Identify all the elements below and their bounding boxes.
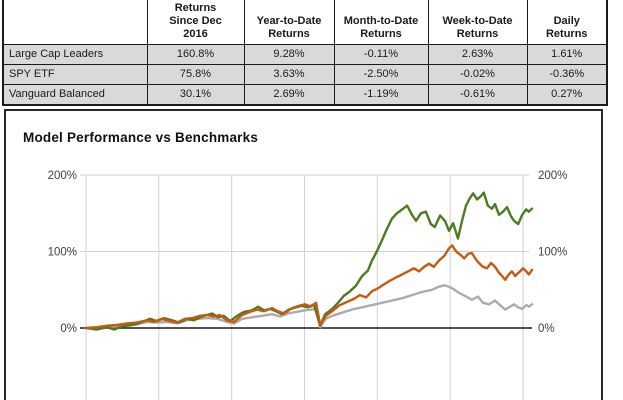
value-cell: 2.63% (427, 43, 528, 65)
returns-table: Returns Since Dec 2016 Year-to-Date Retur… (2, 0, 608, 106)
value-cell: -0.36% (526, 63, 608, 85)
row-label: SPY ETF (2, 63, 148, 85)
row-label: Large Cap Leaders (2, 43, 148, 65)
row-label: Vanguard Balanced (2, 83, 148, 105)
value-cell: -0.11% (333, 43, 429, 65)
value-cell: -0.61% (427, 83, 528, 105)
header-row: Returns Since Dec 2016 Year-to-Date Retur… (2, 0, 608, 45)
y-axis-tick-left: 0% (60, 323, 77, 335)
column-header: Year-to-Date Returns (243, 0, 335, 45)
corner-header-cell (2, 0, 148, 45)
value-cell: 2.69% (243, 83, 335, 105)
column-header: Week-to-Date Returns (427, 0, 528, 45)
y-axis-tick-right: 200% (538, 170, 567, 182)
table-row: SPY ETF 75.8% 3.63% -2.50% -0.02% -0.36% (2, 63, 608, 85)
returns-table-wrapper: Returns Since Dec 2016 Year-to-Date Retur… (2, 0, 608, 106)
value-cell: -1.19% (333, 83, 429, 105)
value-cell: -2.50% (333, 63, 429, 85)
performance-line-chart: 200% 100% 0% 200% 100% 0% (48, 170, 567, 400)
series-line-spy-etf (84, 244, 534, 330)
returns-table-body: Large Cap Leaders 160.8% 9.28% -0.11% 2.63% 1… (2, 43, 608, 105)
y-axis-tick-right: 100% (538, 247, 567, 259)
y-axis-tick-right: 0% (538, 323, 555, 335)
value-cell: 75.8% (146, 63, 245, 85)
value-cell: 3.63% (243, 63, 335, 85)
table-row: Large Cap Leaders 160.8% 9.28% -0.11% 2.63% 1… (2, 43, 608, 65)
value-cell: 0.27% (526, 83, 608, 105)
table-row: Vanguard Balanced 30.1% 2.69% -1.19% -0.61% 0… (2, 83, 608, 105)
performance-chart-panel: Model Performance vs Benchmarks 200% 100%… (4, 109, 603, 400)
column-header: Returns Since Dec 2016 (146, 0, 245, 45)
y-axis-tick-left: 200% (48, 170, 77, 182)
value-cell: 160.8% (146, 43, 245, 65)
value-cell: -0.02% (427, 63, 528, 85)
value-cell: 30.1% (146, 83, 245, 105)
y-axis-tick-left: 100% (48, 247, 77, 259)
chart-title: Model Performance vs Benchmarks (23, 130, 259, 145)
value-cell: 9.28% (243, 43, 335, 65)
column-header: Month-to-Date Returns (333, 0, 429, 45)
column-header: Daily Returns (526, 0, 608, 45)
returns-table-header: Returns Since Dec 2016 Year-to-Date Retur… (2, 0, 608, 45)
value-cell: 1.61% (526, 43, 608, 65)
